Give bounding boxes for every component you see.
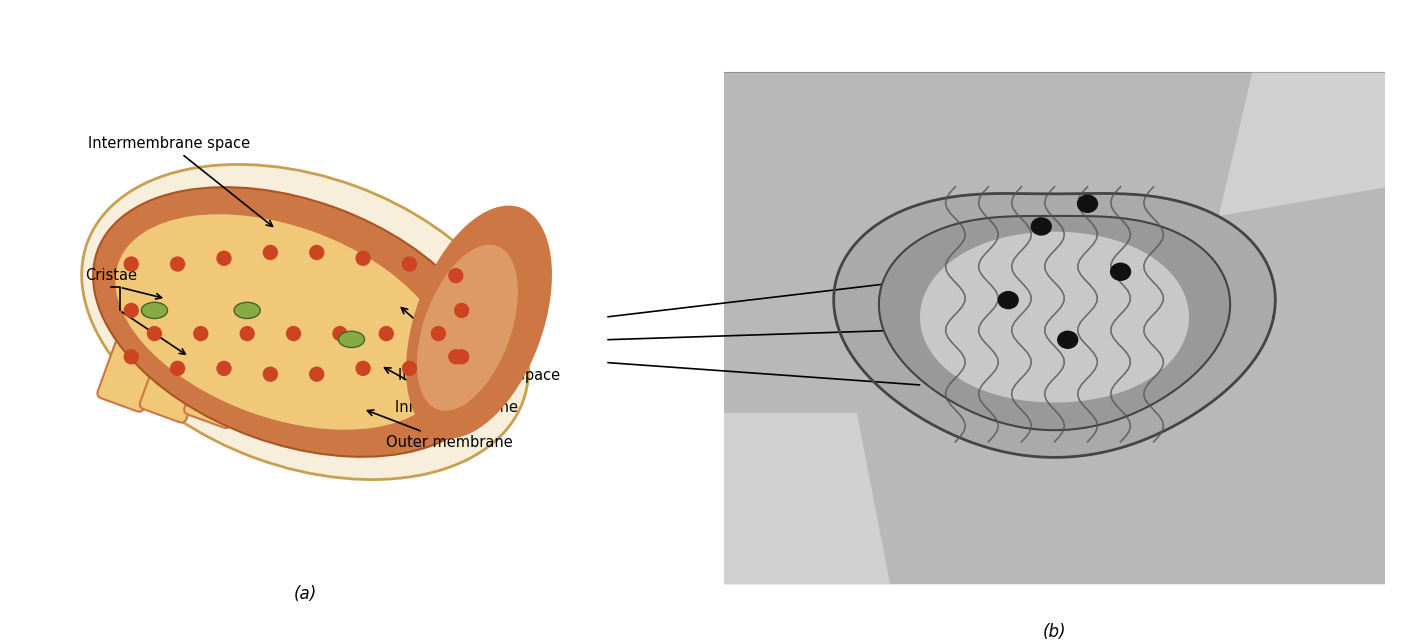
Ellipse shape bbox=[235, 302, 260, 319]
FancyBboxPatch shape bbox=[277, 251, 380, 428]
Circle shape bbox=[124, 257, 138, 271]
Circle shape bbox=[124, 303, 138, 317]
Polygon shape bbox=[921, 232, 1188, 402]
Circle shape bbox=[356, 251, 370, 265]
Circle shape bbox=[454, 350, 468, 364]
Circle shape bbox=[287, 327, 301, 341]
Circle shape bbox=[263, 367, 277, 381]
Ellipse shape bbox=[142, 302, 167, 319]
FancyBboxPatch shape bbox=[231, 251, 333, 428]
Polygon shape bbox=[724, 73, 1385, 583]
Ellipse shape bbox=[82, 164, 529, 480]
FancyBboxPatch shape bbox=[139, 256, 239, 422]
FancyBboxPatch shape bbox=[374, 273, 468, 429]
Text: Cristae: Cristae bbox=[84, 268, 136, 283]
Circle shape bbox=[1111, 263, 1130, 280]
Text: Inner membrane: Inner membrane bbox=[385, 368, 517, 415]
Circle shape bbox=[240, 327, 254, 341]
Circle shape bbox=[170, 257, 184, 271]
Circle shape bbox=[309, 367, 323, 381]
FancyBboxPatch shape bbox=[724, 73, 1385, 583]
Circle shape bbox=[1057, 331, 1077, 348]
Polygon shape bbox=[724, 413, 890, 583]
Text: (a): (a) bbox=[294, 585, 316, 603]
FancyBboxPatch shape bbox=[97, 267, 188, 412]
Ellipse shape bbox=[406, 205, 553, 439]
Circle shape bbox=[1077, 195, 1098, 213]
Circle shape bbox=[217, 361, 231, 375]
Ellipse shape bbox=[339, 331, 364, 348]
Ellipse shape bbox=[418, 245, 517, 411]
Circle shape bbox=[998, 292, 1018, 308]
Text: Intermembrane space: Intermembrane space bbox=[87, 136, 273, 227]
Circle shape bbox=[402, 257, 416, 271]
Ellipse shape bbox=[93, 187, 494, 457]
Circle shape bbox=[449, 269, 463, 283]
Circle shape bbox=[356, 361, 370, 375]
Circle shape bbox=[309, 245, 323, 260]
Circle shape bbox=[449, 350, 463, 364]
Circle shape bbox=[333, 327, 347, 341]
Circle shape bbox=[124, 350, 138, 364]
Ellipse shape bbox=[115, 214, 449, 430]
Circle shape bbox=[263, 245, 277, 260]
Circle shape bbox=[170, 361, 184, 375]
FancyBboxPatch shape bbox=[325, 262, 425, 428]
Circle shape bbox=[148, 327, 162, 341]
Circle shape bbox=[217, 251, 231, 265]
Polygon shape bbox=[1219, 73, 1385, 215]
Circle shape bbox=[194, 327, 208, 341]
FancyBboxPatch shape bbox=[184, 251, 287, 428]
Circle shape bbox=[432, 327, 446, 341]
Polygon shape bbox=[834, 193, 1275, 457]
Circle shape bbox=[1032, 218, 1052, 235]
Polygon shape bbox=[879, 216, 1230, 430]
Circle shape bbox=[402, 361, 416, 375]
Text: Outer membrane: Outer membrane bbox=[367, 410, 513, 450]
Circle shape bbox=[454, 303, 468, 317]
Text: Intermembrane space: Intermembrane space bbox=[398, 308, 560, 383]
Circle shape bbox=[380, 327, 394, 341]
Text: (b): (b) bbox=[1043, 623, 1066, 641]
